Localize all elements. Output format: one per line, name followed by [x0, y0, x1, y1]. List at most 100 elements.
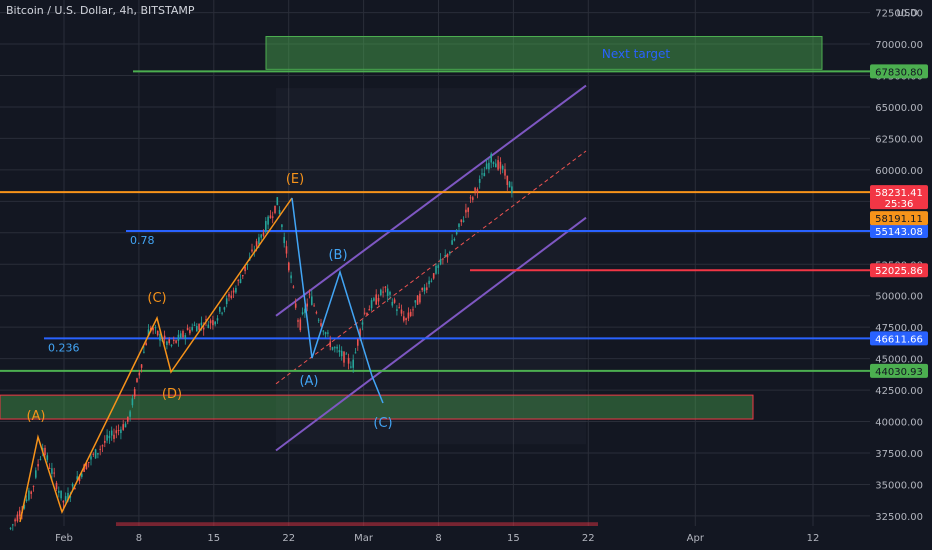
candle-body [308, 293, 311, 295]
candle-body [94, 449, 97, 459]
candle-body [403, 316, 405, 321]
candle-body [396, 309, 398, 311]
candle-body [453, 238, 456, 241]
candle-body [322, 330, 325, 332]
candle-body [230, 295, 233, 298]
next-target-label: Next target [602, 47, 671, 61]
candle-body [170, 344, 173, 346]
candle-body [223, 307, 226, 310]
candle-body [122, 424, 124, 430]
price-tag-level-bg [870, 263, 928, 278]
y-tick-label: 72500.00 [875, 9, 923, 20]
candle-body [246, 263, 249, 265]
candle-body [340, 350, 343, 357]
candle-body [271, 216, 274, 218]
candle-body [331, 347, 334, 350]
price-tag-level: 58231.41 [875, 188, 923, 199]
candle-body [336, 346, 338, 349]
candle-body [235, 288, 237, 293]
candle-body [25, 499, 28, 502]
candle-body [299, 319, 302, 331]
y-tick-label: 42500.00 [875, 386, 923, 397]
wave-label: (E) [286, 172, 304, 187]
candle-body [327, 332, 329, 334]
next-target-zone [265, 35, 823, 70]
candle-body [437, 265, 440, 268]
price-tag-level-bg [870, 331, 928, 346]
candle-body [511, 186, 513, 194]
x-tick-label: 15 [507, 533, 520, 544]
candle-body [361, 322, 364, 325]
candle-body [481, 173, 483, 175]
candle-body [442, 258, 444, 260]
candle-body [311, 296, 313, 305]
candle-body [113, 434, 115, 439]
price-tag-level-bg [870, 64, 928, 79]
candle-body [285, 246, 288, 254]
candle-body [501, 165, 504, 170]
candle-body [451, 240, 453, 245]
candle-body [14, 519, 16, 522]
candle-body [485, 163, 488, 169]
candle-body [357, 339, 359, 346]
candle-body [251, 249, 253, 252]
y-tick-label: 62500.00 [875, 134, 923, 145]
x-tick-label: 8 [435, 533, 441, 544]
candle-body [288, 262, 290, 271]
candle-body [290, 275, 292, 279]
candle-body [225, 298, 228, 305]
y-tick-label: 45000.00 [875, 355, 923, 366]
candle-body [444, 255, 446, 257]
wave-label: (B) [328, 248, 347, 263]
y-tick-label: 60000.00 [875, 166, 923, 177]
candle-body [377, 297, 380, 302]
support-zone [0, 394, 754, 420]
candle-body [221, 312, 223, 314]
fib-label: 0.236 [48, 341, 80, 354]
candle-body [446, 253, 449, 258]
candle-body [200, 322, 203, 326]
wave-label: (C) [373, 416, 392, 431]
candle-body [179, 333, 182, 339]
candle-body [191, 327, 193, 331]
candle-body [104, 440, 106, 443]
candle-body [117, 429, 120, 431]
candle-body [87, 461, 90, 463]
candle-body [145, 343, 147, 346]
candle-body [504, 169, 506, 176]
candle-body [62, 500, 65, 503]
candle-body [214, 321, 216, 325]
candle-body [265, 221, 267, 233]
y-tick-label: 65000.00 [875, 103, 923, 114]
candle-body [23, 504, 26, 509]
candle-body [465, 209, 467, 213]
candle-body [320, 323, 322, 326]
candle-body [416, 295, 419, 305]
candle-body [196, 326, 198, 332]
candle-body [469, 197, 472, 199]
candle-body [85, 463, 88, 470]
candle-body [430, 280, 433, 282]
y-tick-label: 40000.00 [875, 418, 923, 429]
candle-body [55, 482, 58, 489]
candle-body [255, 241, 258, 247]
candle-body [39, 458, 42, 460]
price-tag-level: 52025.86 [875, 266, 923, 277]
candle-body [163, 335, 166, 340]
candle-body [74, 487, 76, 490]
current-price-tag-bg [870, 211, 928, 226]
candle-body [393, 299, 396, 303]
y-tick-label: 32500.00 [875, 512, 923, 523]
candle-body [69, 496, 72, 498]
channel-background [276, 88, 586, 445]
candle-body [133, 389, 136, 397]
y-tick-label: 35000.00 [875, 480, 923, 491]
x-tick-label: Apr [687, 533, 705, 544]
candle-body [147, 329, 150, 337]
candle-body [32, 485, 35, 487]
candle-body [373, 298, 375, 301]
candle-body [37, 464, 39, 467]
candle-body [35, 470, 37, 478]
candle-body [110, 430, 113, 436]
